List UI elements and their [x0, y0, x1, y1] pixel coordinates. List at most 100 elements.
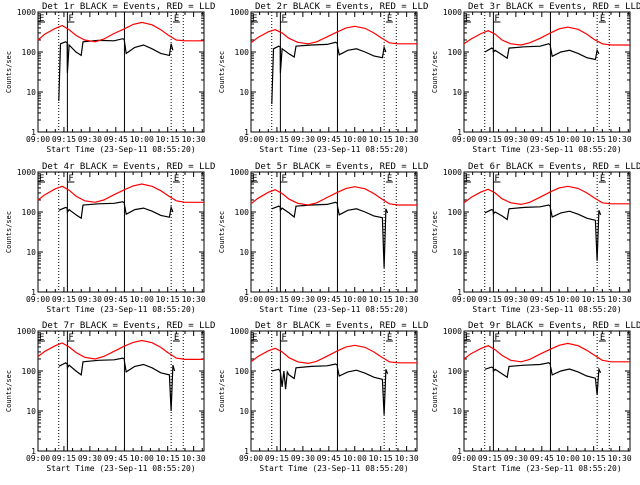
lld-series-line: [251, 26, 417, 44]
detector-panel: Det 1r BLACK = Events, RED = LLD11010010…: [5, 2, 215, 154]
x-axis-label: Start Time (23-Sep-11 08:55:20): [472, 305, 621, 314]
x-tick-label: 09:15: [265, 454, 289, 463]
x-tick-label: 10:00: [130, 135, 154, 144]
x-tick-label: 10:15: [156, 295, 180, 304]
y-axis-label: Counts/sec: [218, 211, 226, 253]
y-tick-label: 100: [448, 48, 463, 57]
panel-title: Det 2r BLACK = Events, RED = LLD: [255, 2, 428, 12]
x-tick-label: 10:00: [556, 135, 580, 144]
panel-title: Det 7r BLACK = Events, RED = LLD: [42, 321, 215, 331]
x-tick-label: 09:15: [52, 295, 76, 304]
y-tick-label: 10: [452, 248, 462, 257]
x-tick-label: 10:30: [395, 135, 419, 144]
x-tick-label: 09:30: [78, 135, 102, 144]
panel-title: Det 6r BLACK = Events, RED = LLD: [468, 162, 640, 172]
events-series-line: [59, 358, 175, 411]
x-tick-label: 09:15: [265, 135, 289, 144]
y-tick-label: 10: [452, 407, 462, 416]
detector-panel: Det 5r BLACK = Events, RED = LLD11010010…: [218, 162, 428, 314]
x-tick-label: 09:00: [239, 135, 263, 144]
x-axis-label: Start Time (23-Sep-11 08:55:20): [472, 464, 621, 473]
y-tick-label: 10: [452, 88, 462, 97]
x-tick-label: 09:30: [291, 454, 315, 463]
y-tick-label: 10: [26, 88, 36, 97]
detector-panel: Det 7r BLACK = Events, RED = LLD11010010…: [5, 321, 215, 473]
x-tick-label: 10:15: [582, 295, 606, 304]
x-tick-label: 10:00: [343, 454, 367, 463]
y-tick-label: 100: [235, 208, 250, 217]
x-tick-label: 10:00: [130, 295, 154, 304]
events-series-line: [272, 202, 388, 268]
x-tick-label: 09:45: [104, 135, 128, 144]
events-series-line: [59, 39, 173, 101]
y-tick-label: 100: [448, 367, 463, 376]
y-tick-label: 1000: [17, 168, 36, 177]
detector-panel: Det 4r BLACK = Events, RED = LLD11010010…: [5, 162, 215, 314]
y-tick-label: 1000: [17, 327, 36, 336]
y-tick-label: 100: [22, 208, 37, 217]
detector-panel: Det 8r BLACK = Events, RED = LLD11010010…: [218, 321, 428, 473]
x-tick-label: 09:45: [530, 135, 554, 144]
y-axis-label: Counts/sec: [431, 51, 439, 93]
x-tick-label: 09:15: [265, 295, 289, 304]
y-tick-label: 1000: [17, 8, 36, 17]
y-tick-label: 100: [235, 367, 250, 376]
x-tick-label: 10:30: [608, 135, 632, 144]
x-tick-label: 09:00: [452, 135, 476, 144]
lld-series-line: [464, 27, 630, 45]
events-series-line: [485, 44, 599, 60]
y-tick-label: 1000: [230, 8, 249, 17]
x-axis-label: Start Time (23-Sep-11 08:55:20): [259, 305, 408, 314]
x-axis-label: Start Time (23-Sep-11 08:55:20): [46, 305, 195, 314]
events-series-line: [485, 363, 601, 395]
x-axis-label: Start Time (23-Sep-11 08:55:20): [259, 464, 408, 473]
figure: Det 1r BLACK = Events, RED = LLD11010010…: [0, 0, 640, 480]
x-tick-label: 09:45: [104, 295, 128, 304]
x-tick-label: 09:45: [317, 454, 341, 463]
x-axis-label: Start Time (23-Sep-11 08:55:20): [472, 145, 621, 154]
x-tick-label: 10:30: [182, 135, 206, 144]
x-axis-label: Start Time (23-Sep-11 08:55:20): [259, 145, 408, 154]
y-tick-label: 100: [22, 367, 37, 376]
y-tick-label: 1000: [443, 327, 462, 336]
x-tick-label: 10:15: [156, 135, 180, 144]
panel-title: Det 9r BLACK = Events, RED = LLD: [468, 321, 640, 331]
y-axis-label: Counts/sec: [431, 211, 439, 253]
detector-panel: Det 9r BLACK = Events, RED = LLD11010010…: [431, 321, 640, 473]
events-series-line: [485, 205, 601, 261]
x-tick-label: 09:00: [26, 135, 50, 144]
x-tick-label: 10:30: [182, 295, 206, 304]
y-tick-label: 100: [448, 208, 463, 217]
lld-series-line: [38, 341, 204, 360]
y-tick-label: 10: [26, 248, 36, 257]
x-tick-label: 09:00: [239, 454, 263, 463]
x-tick-label: 09:15: [52, 454, 76, 463]
x-tick-label: 09:30: [504, 295, 528, 304]
events-series-line: [272, 42, 386, 104]
lld-series-line: [464, 186, 630, 204]
x-tick-label: 10:15: [369, 135, 393, 144]
x-tick-label: 09:00: [239, 295, 263, 304]
x-tick-label: 09:15: [478, 454, 502, 463]
x-tick-label: 10:00: [343, 135, 367, 144]
y-axis-label: Counts/sec: [218, 51, 226, 93]
x-tick-label: 09:30: [78, 295, 102, 304]
detector-grid: Det 1r BLACK = Events, RED = LLD11010010…: [0, 0, 640, 480]
x-tick-label: 09:45: [104, 454, 128, 463]
x-tick-label: 09:00: [26, 454, 50, 463]
events-series-line: [59, 202, 173, 218]
x-tick-label: 10:30: [608, 454, 632, 463]
y-tick-label: 100: [235, 48, 250, 57]
x-tick-label: 09:30: [291, 135, 315, 144]
x-tick-label: 10:30: [395, 454, 419, 463]
x-tick-label: 09:45: [530, 295, 554, 304]
y-tick-label: 1000: [443, 168, 462, 177]
detector-panel: Det 2r BLACK = Events, RED = LLD11010010…: [218, 2, 428, 154]
plot-frame: [464, 12, 630, 132]
panel-title: Det 4r BLACK = Events, RED = LLD: [42, 162, 215, 172]
x-tick-label: 10:15: [369, 454, 393, 463]
plot-frame: [464, 331, 630, 451]
y-axis-label: Counts/sec: [5, 211, 13, 253]
x-tick-label: 09:45: [317, 135, 341, 144]
x-tick-label: 09:00: [26, 295, 50, 304]
